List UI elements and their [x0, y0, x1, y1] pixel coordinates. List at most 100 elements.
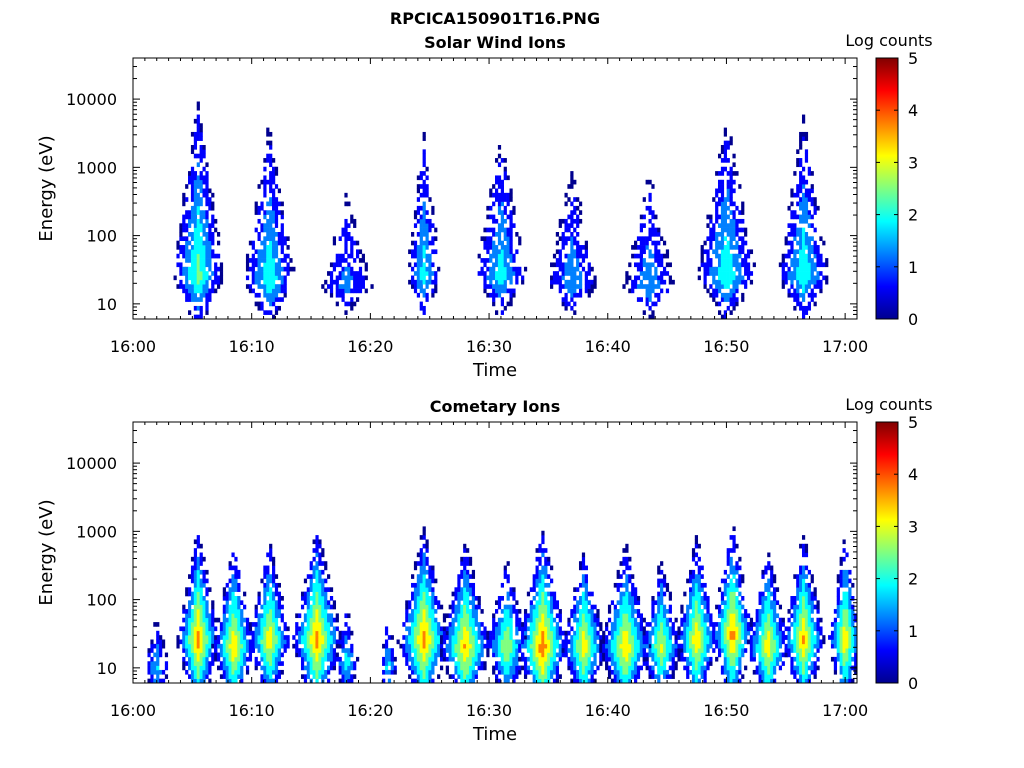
heatmap-cell [807, 266, 811, 272]
heatmap-cell [202, 179, 206, 185]
heatmap-cell [216, 232, 221, 237]
heatmap-cell [607, 656, 612, 662]
heatmap-cell [231, 552, 235, 558]
heatmap-cell [532, 617, 536, 623]
heatmap-cell [593, 648, 597, 653]
heatmap-cell [228, 617, 232, 623]
heatmap-cell [535, 665, 539, 671]
heatmap-cell [636, 669, 641, 675]
heatmap-cell [196, 669, 200, 675]
heatmap-cell [573, 609, 577, 614]
heatmap-cell [613, 678, 617, 684]
heatmap-cell [602, 643, 606, 649]
heatmap-cell [509, 218, 513, 224]
heatmap-cell [350, 648, 354, 653]
heatmap-cell [324, 669, 328, 675]
heatmap-cell [732, 292, 736, 298]
heatmap-cell [639, 214, 643, 220]
heatmap-cell [660, 258, 664, 263]
heatmap-cell [182, 617, 186, 623]
heatmap-cell [280, 635, 284, 640]
heatmap-cell [211, 604, 215, 610]
heatmap-cell [660, 279, 664, 285]
heatmap-cell [526, 591, 531, 597]
heatmap-cell [474, 630, 478, 636]
heatmap-cell [726, 192, 730, 198]
heatmap-cell [529, 600, 533, 605]
heatmap-cell [216, 253, 221, 259]
heatmap-cell [509, 652, 513, 658]
heatmap-cell [526, 613, 531, 619]
heatmap-cell [489, 245, 493, 250]
heatmap-cell [723, 214, 727, 220]
heatmap-cell [636, 284, 641, 289]
heatmap-cell [729, 197, 733, 202]
heatmap-cell [277, 643, 281, 649]
heatmap-cell [347, 284, 351, 289]
heatmap-cell [503, 166, 507, 172]
heatmap-cell [706, 266, 710, 272]
heatmap-cell [353, 275, 357, 281]
heatmap-cell [515, 617, 519, 623]
heatmap-cell [312, 604, 316, 610]
heatmap-cell [628, 609, 632, 614]
heatmap-cell [179, 626, 183, 632]
heatmap-cell [147, 678, 151, 684]
heatmap-cell [567, 258, 571, 263]
heatmap-cell [503, 617, 507, 623]
heatmap-cell [416, 626, 421, 632]
heatmap-cell [272, 171, 276, 176]
heatmap-cell [315, 661, 319, 666]
heatmap-cell [625, 565, 629, 571]
heatmap-cell [185, 297, 189, 302]
heatmap-cell [497, 665, 502, 671]
heatmap-cell [477, 665, 481, 671]
heatmap-cell [616, 669, 620, 675]
heatmap-cell [237, 652, 241, 658]
heatmap-cell [495, 609, 499, 614]
heatmap-cell [329, 587, 334, 592]
heatmap-cell [584, 591, 588, 597]
heatmap-cell [495, 661, 499, 666]
heatmap-cell [263, 253, 267, 259]
heatmap-cell [735, 262, 739, 268]
heatmap-cell [819, 258, 823, 263]
heatmap-cell [720, 262, 725, 268]
heatmap-cell [211, 249, 215, 255]
heatmap-cell [428, 574, 432, 579]
heatmap-cell [550, 643, 554, 649]
heatmap-cell [208, 288, 212, 294]
heatmap-cell [631, 609, 635, 614]
heatmap-cell [541, 665, 545, 671]
heatmap-cell [454, 609, 458, 614]
heatmap-cell [451, 639, 455, 645]
heatmap-cell [318, 552, 322, 558]
heatmap-cell [793, 258, 797, 263]
heatmap-cell [799, 305, 803, 311]
heatmap-cell [500, 201, 504, 207]
heatmap-cell [272, 258, 276, 263]
heatmap-cell [541, 626, 545, 632]
heatmap-cell [251, 279, 255, 285]
heatmap-cell [196, 297, 200, 302]
heatmap-cell [723, 284, 727, 289]
heatmap-cell [515, 661, 519, 666]
heatmap-cell [474, 596, 478, 601]
heatmap-cell [193, 661, 198, 666]
heatmap-cell [813, 245, 817, 250]
heatmap-cell [744, 258, 748, 263]
heatmap-cell [193, 266, 198, 272]
heatmap-cell [492, 262, 496, 268]
heatmap-cell [234, 578, 238, 584]
heatmap-cell [466, 669, 470, 675]
heatmap-cell [607, 643, 612, 649]
heatmap-cell [274, 218, 279, 224]
heatmap-cell [532, 661, 536, 666]
heatmap-cell [720, 197, 725, 202]
heatmap-cell [193, 552, 198, 558]
heatmap-cell [439, 648, 444, 653]
heatmap-cell [793, 210, 797, 215]
heatmap-cell [804, 245, 809, 250]
heatmap-cell [541, 530, 545, 536]
